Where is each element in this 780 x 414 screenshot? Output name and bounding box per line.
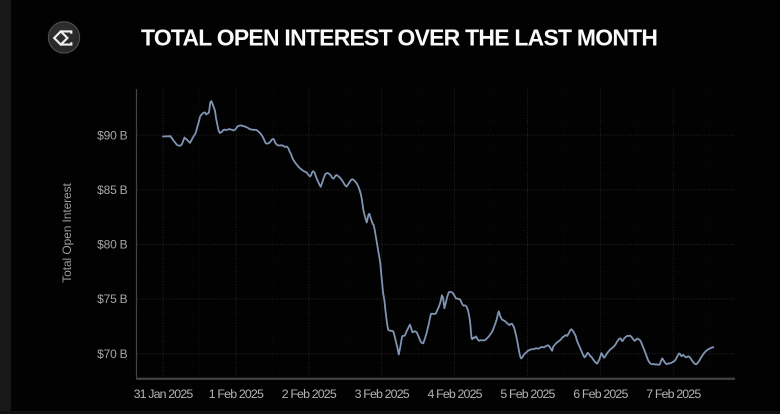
svg-text:Total Open Interest: Total Open Interest	[60, 182, 74, 282]
svg-text:3 Feb 2025: 3 Feb 2025	[355, 387, 410, 401]
svg-text:$85 B: $85 B	[97, 183, 128, 197]
svg-text:$90 B: $90 B	[97, 128, 128, 142]
svg-text:TOTAL OPEN INTEREST OVER THE L: TOTAL OPEN INTEREST OVER THE LAST MONTH	[141, 25, 657, 51]
svg-text:2 Feb 2025: 2 Feb 2025	[282, 387, 337, 401]
svg-text:1 Feb 2025: 1 Feb 2025	[209, 387, 264, 401]
svg-text:5 Feb 2025: 5 Feb 2025	[500, 387, 555, 401]
svg-text:$70 B: $70 B	[97, 347, 128, 361]
svg-text:31 Jan 2025: 31 Jan 2025	[134, 387, 194, 401]
svg-text:$75 B: $75 B	[97, 292, 128, 306]
svg-text:6 Feb 2025: 6 Feb 2025	[573, 387, 628, 401]
svg-text:7 Feb 2025: 7 Feb 2025	[646, 387, 701, 401]
svg-text:$80 B: $80 B	[97, 238, 128, 252]
svg-text:4 Feb 2025: 4 Feb 2025	[427, 387, 482, 401]
